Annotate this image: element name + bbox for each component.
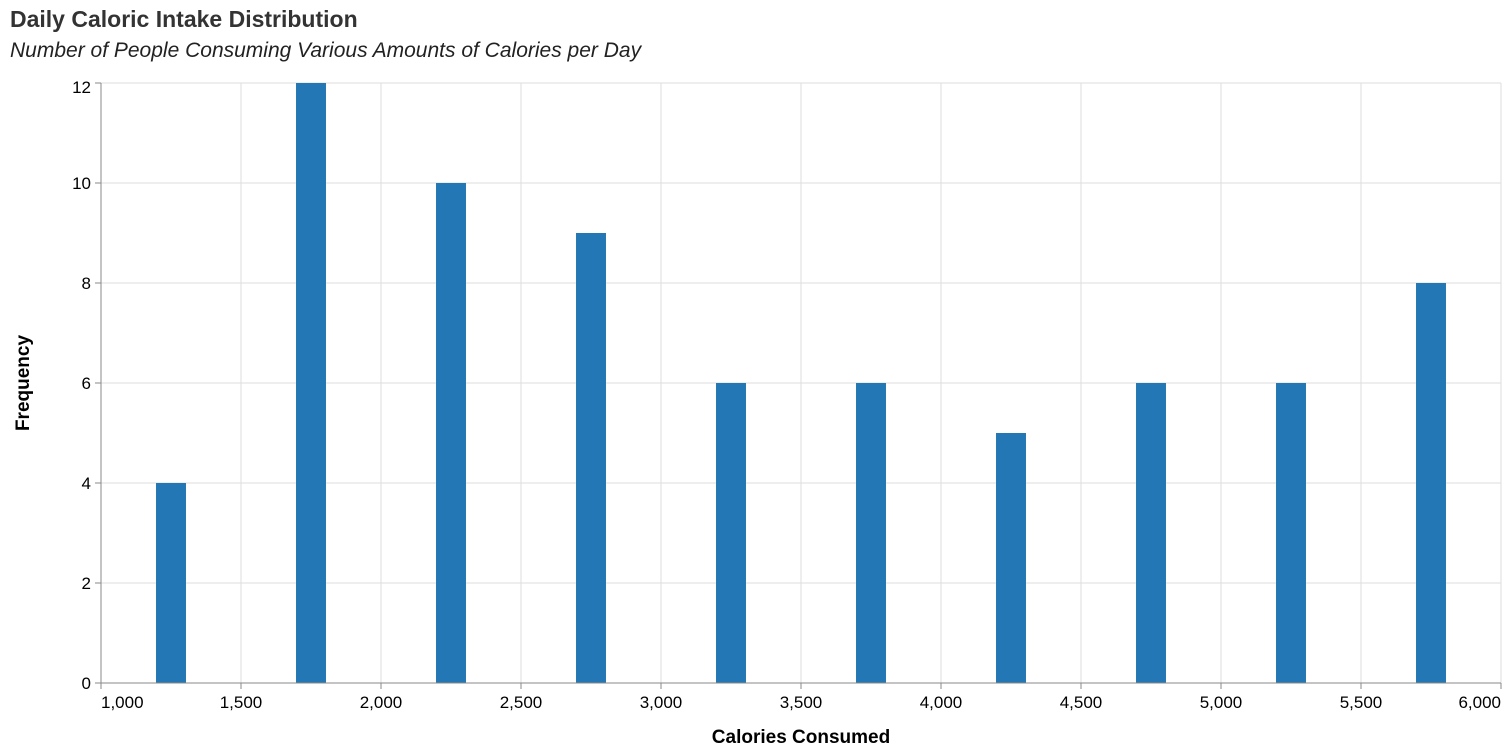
x-tick-label: 2,000	[360, 693, 403, 712]
x-tick-label: 4,000	[920, 693, 963, 712]
y-tick-label: 8	[82, 274, 91, 293]
bar-2250	[436, 183, 466, 683]
bar-1250	[156, 483, 186, 683]
y-tick-label: 12	[72, 78, 91, 97]
bar-1750	[296, 83, 326, 683]
y-tick-label: 4	[82, 474, 91, 493]
bar-4250	[996, 433, 1026, 683]
x-tick-label: 3,500	[780, 693, 823, 712]
x-tick-label: 1,000	[101, 693, 144, 712]
bar-3250	[716, 383, 746, 683]
bar-5250	[1276, 383, 1306, 683]
bar-3750	[856, 383, 886, 683]
x-tick-label: 2,500	[500, 693, 543, 712]
bar-2750	[576, 233, 606, 683]
x-tick-label: 4,500	[1060, 693, 1103, 712]
x-tick-label: 6,000	[1458, 693, 1501, 712]
x-tick-label: 5,500	[1340, 693, 1383, 712]
bar-5750	[1416, 283, 1446, 683]
y-tick-label: 2	[82, 574, 91, 593]
y-tick-label: 10	[72, 174, 91, 193]
axes: 1,000 1,500 2,000 2,500 3,000 3,500 4,000 4,500…	[72, 78, 1502, 712]
bars	[156, 83, 1446, 683]
chart-subtitle: Number of People Consuming Various Amoun…	[10, 39, 642, 62]
y-tick-label: 0	[82, 674, 91, 693]
y-axis-title: Frequency	[13, 335, 34, 432]
x-tick-label: 1,500	[220, 693, 263, 712]
x-axis-title: Calories Consumed	[712, 727, 890, 748]
x-tick-label: 5,000	[1200, 693, 1243, 712]
chart-title: Daily Caloric Intake Distribution	[10, 6, 358, 32]
x-tick-label: 3,000	[640, 693, 683, 712]
bar-4750	[1136, 383, 1166, 683]
y-tick-label: 6	[82, 374, 91, 393]
